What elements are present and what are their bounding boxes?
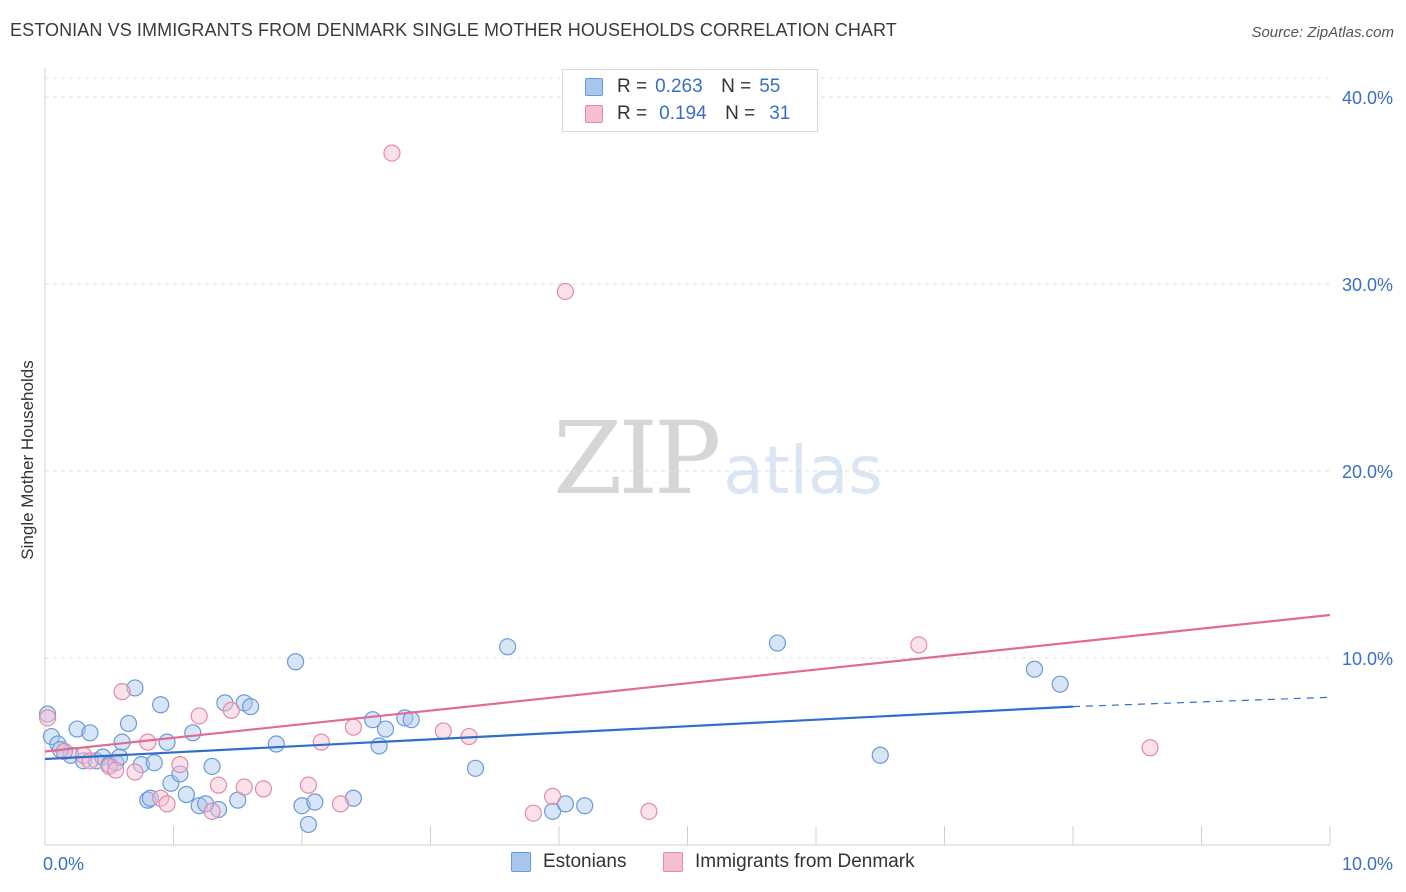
watermark-zip: ZIP: [553, 400, 721, 517]
denmark-point: [158, 795, 176, 813]
estonians-point: [299, 815, 318, 834]
y-tick-label: 20.0%: [1342, 462, 1393, 482]
denmark-point: [38, 709, 57, 727]
r-value: 0.194: [659, 103, 707, 124]
estonians-point: [267, 735, 285, 753]
n-value: 31: [769, 103, 791, 124]
denmark-point: [235, 778, 253, 796]
denmark-point: [126, 763, 144, 781]
estonians-point: [38, 705, 57, 723]
denmark-point: [81, 752, 99, 770]
estonians-point: [184, 724, 202, 742]
estonians-point: [203, 757, 221, 776]
denmark-point: [55, 742, 73, 761]
estonians-trend-line: [44, 705, 1074, 761]
denmark-point: [254, 780, 273, 798]
n-label: N =: [725, 103, 756, 124]
n-value: 55: [759, 76, 781, 97]
denmark-point: [383, 144, 401, 162]
denmark-point: [107, 761, 125, 779]
estonians-point: [576, 797, 594, 815]
estonians-trend-extension: [1072, 696, 1331, 708]
y-tick-label: 30.0%: [1342, 275, 1393, 295]
stats-legend: R = 0.263 N = 55 R = 0.194 N = 31: [562, 69, 818, 132]
denmark-point: [543, 787, 562, 805]
estonians-point: [126, 679, 144, 697]
r-label: R =: [617, 76, 648, 97]
series-legend-estonians[interactable]: Estonians: [511, 851, 626, 873]
y-tick-label: 10.0%: [1342, 649, 1393, 669]
denmark-trend-line: [44, 613, 1331, 753]
estonians-point: [139, 791, 157, 809]
estonians-point: [1025, 660, 1044, 678]
y-tick-label: 40.0%: [1342, 88, 1393, 108]
source-credit: Source: ZipAtlas.com: [1251, 24, 1394, 41]
estonians-point: [158, 733, 176, 751]
denmark-point: [524, 804, 542, 822]
estonians-point: [81, 724, 99, 742]
legend-label-denmark: Immigrants from Denmark: [695, 851, 915, 872]
estonians-point: [68, 720, 86, 738]
estonians-point: [145, 754, 163, 772]
estonians-point: [286, 653, 305, 671]
legend-swatch-estonians: [585, 78, 603, 96]
estonians-point: [370, 737, 388, 755]
series-legend: Estonians Immigrants from Denmark: [0, 851, 1406, 877]
stats-legend-row-denmark: R = 0.194 N = 31: [585, 102, 790, 126]
denmark-point: [640, 802, 658, 820]
estonians-point: [1051, 675, 1069, 693]
denmark-point: [203, 802, 221, 820]
denmark-point: [113, 683, 131, 701]
denmark-point: [556, 282, 575, 301]
estonians-point: [556, 795, 575, 813]
r-label: R =: [617, 103, 648, 124]
legend-swatch-denmark: [663, 852, 683, 872]
x-tick-label: 0.0%: [43, 854, 84, 874]
estonians-point: [499, 638, 517, 656]
estonians-point: [293, 797, 311, 815]
estonians-point: [768, 634, 787, 652]
denmark-point: [222, 701, 240, 719]
estonians-point: [171, 765, 189, 783]
estonians-point: [466, 759, 485, 777]
denmark-point: [312, 733, 330, 751]
estonians-point: [376, 720, 395, 738]
series-legend-denmark[interactable]: Immigrants from Denmark: [663, 851, 915, 873]
r-value: 0.263: [655, 76, 703, 97]
denmark-point: [171, 755, 189, 774]
estonians-point: [306, 793, 324, 811]
denmark-point: [190, 707, 208, 725]
x-tick-label: 10.0%: [1342, 854, 1393, 874]
denmark-point: [344, 718, 362, 736]
denmark-point: [434, 722, 452, 740]
denmark-point: [209, 776, 228, 794]
legend-swatch-estonians: [511, 852, 531, 872]
stats-legend-row-estonians: R = 0.263 N = 55: [585, 75, 780, 99]
legend-swatch-denmark: [585, 105, 603, 123]
legend-label-estonians: Estonians: [543, 851, 627, 872]
denmark-point: [299, 776, 318, 794]
estonians-point: [871, 746, 889, 764]
denmark-point: [331, 795, 350, 813]
denmark-point: [1141, 739, 1159, 757]
estonians-point: [177, 785, 195, 804]
estonians-point: [152, 696, 170, 714]
estonians-point: [543, 802, 562, 820]
estonians-point: [242, 698, 260, 716]
estonians-point: [162, 774, 180, 792]
n-label: N =: [721, 76, 752, 97]
estonians-point: [119, 714, 138, 733]
chart-title: ESTONIAN VS IMMIGRANTS FROM DENMARK SING…: [10, 20, 897, 40]
denmark-point: [910, 636, 928, 654]
